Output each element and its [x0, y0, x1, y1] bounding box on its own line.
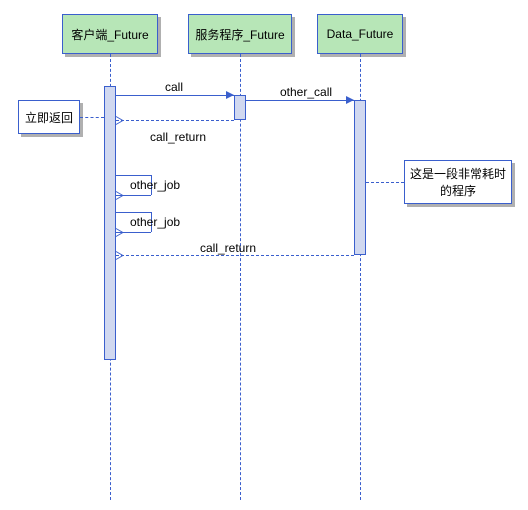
note-connector — [80, 117, 104, 118]
participant-service: 服务程序_Future — [188, 14, 292, 54]
arrow-head — [346, 96, 354, 104]
message-label: call_return — [200, 241, 256, 255]
message-label: other_call — [280, 85, 332, 99]
note-connector — [366, 182, 404, 183]
message-line — [116, 120, 234, 121]
participant-data: Data_Future — [317, 14, 403, 54]
self-message-label: other_job — [130, 215, 180, 229]
activation-data — [354, 100, 366, 255]
message-line — [116, 95, 234, 96]
participant-client: 客户端_Future — [62, 14, 158, 54]
message-line — [246, 100, 354, 101]
lifeline-service — [240, 54, 241, 500]
message-label: call_return — [150, 130, 206, 144]
note: 立即返回 — [18, 100, 80, 134]
activation-service — [234, 95, 246, 120]
note: 这是一段非常耗时的程序 — [404, 160, 512, 204]
message-label: call — [165, 80, 183, 94]
sequence-diagram: 客户端_Future 服务程序_Future Data_Futurecall othe… — [0, 0, 528, 510]
message-line — [116, 255, 354, 256]
activation-client — [104, 86, 116, 360]
arrow-head — [226, 91, 234, 99]
self-message-label: other_job — [130, 178, 180, 192]
